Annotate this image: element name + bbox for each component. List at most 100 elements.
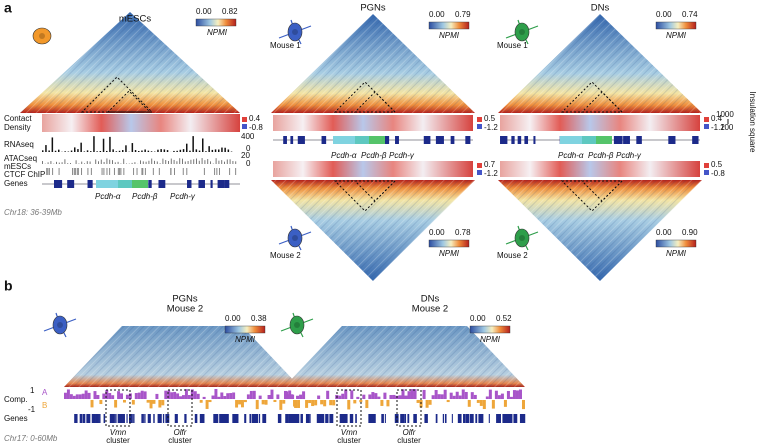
ctcf-peak — [136, 168, 138, 175]
gene — [325, 414, 329, 423]
gene — [294, 414, 299, 423]
gene — [203, 414, 205, 423]
rnaseq-signal — [51, 137, 54, 152]
ctcf-peak — [173, 168, 175, 175]
atac-signal — [100, 159, 102, 164]
compartment — [173, 391, 177, 399]
rnaseq-signal — [224, 147, 226, 152]
rnaseq-signal — [144, 149, 146, 152]
label: mESCs — [4, 162, 31, 171]
ctcf-peak — [182, 168, 184, 175]
atac-signal — [131, 162, 133, 164]
scale-red — [477, 117, 482, 122]
label: 0.5 — [711, 160, 723, 169]
compartment — [491, 400, 495, 409]
compartment — [362, 394, 366, 399]
cell-nucleus — [519, 29, 525, 35]
compartment — [464, 391, 468, 399]
compartment — [193, 391, 197, 399]
compartment — [255, 400, 259, 410]
gene — [435, 136, 441, 144]
rnaseq-signal — [54, 150, 57, 152]
gene — [460, 414, 462, 423]
ctcf-peak — [229, 168, 231, 175]
rnaseq-signal — [166, 150, 169, 152]
gene — [194, 414, 198, 423]
gene — [53, 180, 60, 188]
heatmap-texture — [271, 180, 475, 281]
gene — [109, 414, 114, 423]
gene — [115, 414, 117, 423]
gene — [475, 414, 478, 423]
colorbar — [428, 21, 470, 30]
compartment — [422, 389, 426, 399]
compartment — [377, 396, 381, 399]
gene — [515, 414, 518, 423]
compartment — [229, 393, 233, 399]
compartment — [500, 393, 504, 399]
scale-label: 0.52 — [496, 314, 512, 323]
atac-signal — [95, 159, 97, 164]
gene — [258, 414, 261, 423]
atac-signal — [168, 161, 169, 164]
atac-signal — [207, 159, 209, 164]
compartment — [69, 394, 73, 399]
gene-label: Pcdh-γ — [389, 151, 415, 160]
gene — [623, 136, 626, 144]
compartment — [238, 400, 241, 405]
label: Genes — [4, 179, 28, 188]
compartment — [182, 395, 185, 399]
compartment — [66, 389, 70, 399]
gene — [505, 414, 510, 423]
label: -1.2 — [484, 123, 498, 132]
gene — [517, 136, 522, 144]
compartment — [347, 400, 351, 410]
cluster-label: cluster — [337, 436, 361, 445]
compartment — [176, 393, 180, 399]
gene — [187, 180, 192, 188]
compartment — [287, 394, 291, 399]
scale-label: NPMI — [439, 31, 460, 40]
rnaseq-signal — [112, 149, 114, 152]
compartment — [497, 395, 501, 399]
compartment — [117, 391, 121, 399]
compartment — [158, 400, 162, 408]
gene — [502, 136, 506, 144]
ctcf-peak — [48, 168, 50, 175]
atac-signal — [198, 160, 200, 164]
cluster-label: Vmn — [341, 428, 358, 437]
label: ATACseq — [4, 154, 37, 163]
gene — [158, 180, 166, 188]
rnaseq-signal — [221, 147, 223, 152]
compartment — [102, 393, 106, 399]
compartment — [78, 394, 82, 399]
compartment — [108, 393, 112, 399]
cell-nucleus — [294, 322, 300, 328]
gene — [450, 136, 455, 144]
rnaseq-signal — [218, 149, 220, 152]
gene-cluster — [582, 136, 596, 144]
compartment — [261, 400, 265, 405]
compartment — [473, 394, 477, 399]
gene — [74, 414, 78, 423]
rnaseq-signal — [208, 146, 210, 152]
compartment — [149, 400, 153, 409]
compartment — [482, 400, 486, 410]
gene — [129, 414, 133, 423]
atac-signal — [103, 161, 105, 164]
cluster-label: Olfr — [174, 428, 187, 437]
atac-signal — [162, 158, 164, 164]
gene-label: Pcdh-β — [588, 151, 614, 160]
compartment — [341, 393, 345, 399]
compartment — [276, 394, 280, 399]
compartment — [246, 394, 250, 399]
track-label: Comp. — [4, 395, 28, 404]
title: mESCs — [119, 14, 151, 25]
gene — [318, 414, 321, 423]
compartment — [284, 390, 288, 399]
gene — [394, 414, 399, 423]
gene — [400, 414, 402, 423]
rnaseq-signal — [102, 138, 105, 152]
compartment — [297, 400, 300, 408]
gene-cluster — [118, 180, 132, 188]
